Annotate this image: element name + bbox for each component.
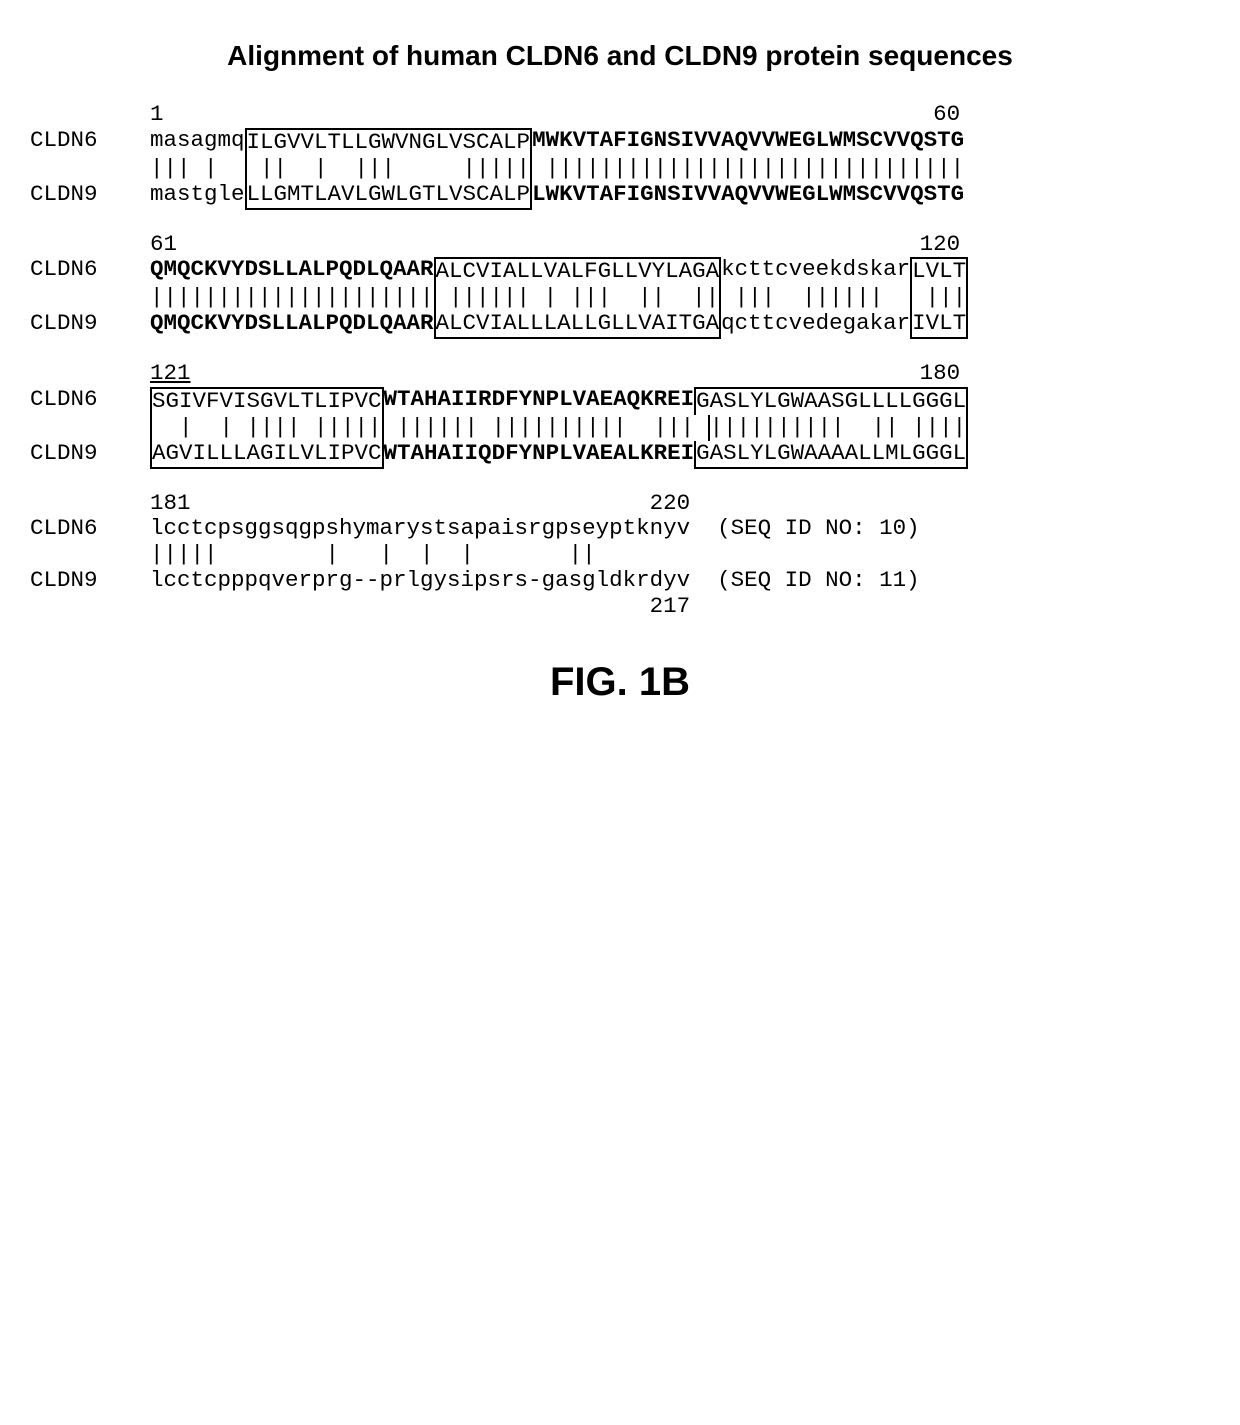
sequence-segment: |||||| |||||||||| ||| xyxy=(384,414,708,440)
boxed-segment: LVLT xyxy=(910,257,968,285)
sequence-line: | | |||| ||||| |||||| |||||||||| ||| |||… xyxy=(150,415,968,441)
sequence-row: CLDN6lcctcpsggsqgpshymarystsapaisrgpseyp… xyxy=(30,516,1210,542)
position-row: 121 180 xyxy=(30,361,1210,387)
position-row: 61 120 xyxy=(30,232,1210,258)
sequence-label: CLDN9 xyxy=(30,441,150,467)
sequence-segment: kcttcveekdskar xyxy=(721,256,910,282)
sequence-line: masagmqILGVVLTLLGWVNGLVSCALPMWKVTAFIGNSI… xyxy=(150,128,964,156)
conserved-segment: QMQCKVYDSLLALPQDLQAAR xyxy=(150,256,434,282)
sequence-line: ||||| | | | | || xyxy=(150,542,690,568)
sequence-segment: ||||||||||||||||||||||||||||||| xyxy=(532,155,964,181)
boxed-segment: ALCVIALLLALLGLLVAITGA xyxy=(434,311,722,339)
match-row: ||| | || | ||| ||||| |||||||||||||||||||… xyxy=(30,156,1210,182)
boxed-segment: SGIVFVISGVLTLIPVC xyxy=(150,387,384,415)
sequence-label: CLDN6 xyxy=(30,257,150,283)
sequence-row: CLDN9AGVILLLAGILVLIPVCWTAHAIIQDFYNPLVAEA… xyxy=(30,441,1210,469)
sequence-segment: ||| |||||| xyxy=(721,284,910,310)
sequence-row: CLDN9mastgleLLGMTLAVLGWLGTLVSCALPLWKVTAF… xyxy=(30,182,1210,210)
sequence-line: SGIVFVISGVLTLIPVCWTAHAIIRDFYNPLVAEAQKREI… xyxy=(150,387,968,415)
page-title: Alignment of human CLDN6 and CLDN9 prote… xyxy=(30,40,1210,72)
sequence-label: CLDN9 xyxy=(30,182,150,208)
match-row: ||||| | | | | || xyxy=(30,542,1210,568)
boxed-segment: GASLYLGWAAAALLMLGGGL xyxy=(694,441,968,469)
boxed-segment: AGVILLLAGILVLIPVC xyxy=(150,441,384,469)
sequence-label: CLDN6 xyxy=(30,128,150,154)
sequence-line: mastgleLLGMTLAVLGWLGTLVSCALPLWKVTAFIGNSI… xyxy=(150,182,964,210)
alignment-block: 121 180CLDN6SGIVFVISGVLTLIPVCWTAHAIIRDFY… xyxy=(30,361,1210,469)
sequence-segment: ||||| | | | | || xyxy=(150,541,690,567)
position-row: 1 60 xyxy=(30,102,1210,128)
conserved-segment: LWKVTAFIGNSIVVAQVVWEGLWMSCVVQSTG xyxy=(532,181,964,207)
sequence-segment: mastgle xyxy=(150,181,245,207)
sequence-line: ||| | || | ||| ||||| |||||||||||||||||||… xyxy=(150,156,964,182)
alignment-block: 1 60CLDN6masagmqILGVVLTLLGWVNGLVSCALPMWK… xyxy=(30,102,1210,210)
match-row: ||||||||||||||||||||| |||||| | ||| || ||… xyxy=(30,285,1210,311)
sequence-line: lcctcpsggsqgpshymarystsapaisrgpseyptknyv… xyxy=(150,516,920,542)
sequence-row: CLDN9lcctcpppqverprg--prlgysipsrs-gasgld… xyxy=(30,568,1210,594)
alignment-container: 1 60CLDN6masagmqILGVVLTLLGWVNGLVSCALPMWK… xyxy=(30,102,1210,620)
boxed-segment: ||| xyxy=(910,285,968,311)
sequence-row: CLDN9QMQCKVYDSLLALPQDLQAARALCVIALLLALLGL… xyxy=(30,311,1210,339)
sequence-line: AGVILLLAGILVLIPVCWTAHAIIQDFYNPLVAEALKREI… xyxy=(150,441,968,469)
boxed-segment: |||||| | ||| || || xyxy=(434,285,722,311)
position-row: 181 220 xyxy=(30,491,1210,517)
boxed-segment: || | ||| ||||| xyxy=(245,156,533,182)
sequence-segment: masagmq xyxy=(150,127,245,153)
boxed-segment: IVLT xyxy=(910,311,968,339)
sequence-segment: ||||||||||||||||||||| xyxy=(150,284,434,310)
sequence-label: CLDN9 xyxy=(30,311,150,337)
boxed-segment: LLGMTLAVLGWLGTLVSCALP xyxy=(245,182,533,210)
alignment-block: 61 120CLDN6QMQCKVYDSLLALPQDLQAARALCVIALL… xyxy=(30,232,1210,340)
boxed-segment: | | |||| ||||| xyxy=(150,415,384,441)
sequence-row: CLDN6QMQCKVYDSLLALPQDLQAARALCVIALLVALFGL… xyxy=(30,257,1210,285)
sequence-label: CLDN9 xyxy=(30,568,150,594)
conserved-segment: WTAHAIIRDFYNPLVAEAQKREI xyxy=(384,386,695,412)
sequence-label: CLDN6 xyxy=(30,516,150,542)
sequence-row: CLDN6SGIVFVISGVLTLIPVCWTAHAIIRDFYNPLVAEA… xyxy=(30,387,1210,415)
boxed-segment: |||||||||| || |||| xyxy=(708,415,969,441)
sequence-line: lcctcpppqverprg--prlgysipsrs-gasgldkrdyv… xyxy=(150,568,920,594)
figure-caption: FIG. 1B xyxy=(30,660,1210,705)
boxed-segment: ALCVIALLVALFGLLVYLAGA xyxy=(434,257,722,285)
sequence-segment: ||| | xyxy=(150,155,245,181)
sequence-segment: qcttcvedegakar xyxy=(721,310,910,336)
sequence-line: ||||||||||||||||||||| |||||| | ||| || ||… xyxy=(150,285,968,311)
boxed-segment: GASLYLGWAASGLLLLGGGL xyxy=(694,387,968,415)
conserved-segment: MWKVTAFIGNSIVVAQVVWEGLWMSCVVQSTG xyxy=(532,127,964,153)
sequence-line: QMQCKVYDSLLALPQDLQAARALCVIALLLALLGLLVAIT… xyxy=(150,311,968,339)
alignment-block: 181 220CLDN6lcctcpsggsqgpshymarystsapais… xyxy=(30,491,1210,620)
sequence-segment: lcctcpppqverprg--prlgysipsrs-gasgldkrdyv… xyxy=(150,567,920,593)
conserved-segment: WTAHAIIQDFYNPLVAEALKREI xyxy=(384,440,695,466)
sequence-label: CLDN6 xyxy=(30,387,150,413)
match-row: | | |||| ||||| |||||| |||||||||| ||| |||… xyxy=(30,415,1210,441)
sequence-line: QMQCKVYDSLLALPQDLQAARALCVIALLVALFGLLVYLA… xyxy=(150,257,968,285)
conserved-segment: QMQCKVYDSLLALPQDLQAAR xyxy=(150,310,434,336)
sequence-segment: lcctcpsggsqgpshymarystsapaisrgpseyptknyv… xyxy=(150,515,920,541)
position-row: 217 xyxy=(30,594,1210,620)
sequence-row: CLDN6masagmqILGVVLTLLGWVNGLVSCALPMWKVTAF… xyxy=(30,128,1210,156)
boxed-segment: ILGVVLTLLGWVNGLVSCALP xyxy=(245,128,533,156)
